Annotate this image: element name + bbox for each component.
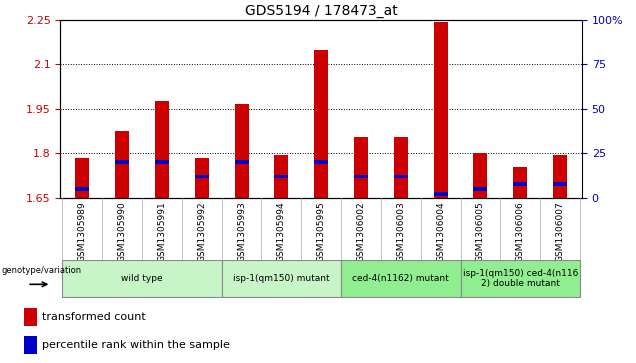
- Bar: [354, 137, 368, 198]
- Bar: [24, 308, 37, 326]
- Bar: [513, 182, 527, 185]
- Text: GSM1305989: GSM1305989: [78, 201, 87, 262]
- Bar: [115, 131, 129, 198]
- Bar: [115, 160, 129, 164]
- Bar: [553, 155, 567, 198]
- Bar: [274, 175, 288, 179]
- Text: GSM1305992: GSM1305992: [197, 201, 206, 262]
- Bar: [354, 175, 368, 179]
- Text: ced-4(n1162) mutant: ced-4(n1162) mutant: [352, 274, 449, 283]
- Bar: [195, 158, 209, 198]
- Bar: [473, 187, 487, 191]
- Text: GSM1305995: GSM1305995: [317, 201, 326, 262]
- Text: GSM1306006: GSM1306006: [516, 201, 525, 262]
- Bar: [434, 192, 448, 196]
- Bar: [460, 260, 580, 297]
- Text: transformed count: transformed count: [43, 312, 146, 322]
- Text: genotype/variation: genotype/variation: [1, 266, 81, 275]
- Text: GSM1306004: GSM1306004: [436, 201, 445, 262]
- Text: isp-1(qm150) ced-4(n116
2) double mutant: isp-1(qm150) ced-4(n116 2) double mutant: [462, 269, 578, 288]
- Text: GSM1306003: GSM1306003: [396, 201, 405, 262]
- Bar: [75, 187, 89, 191]
- Bar: [513, 167, 527, 198]
- Text: GSM1305994: GSM1305994: [277, 201, 286, 262]
- Bar: [274, 155, 288, 198]
- Text: GSM1306007: GSM1306007: [555, 201, 565, 262]
- Text: percentile rank within the sample: percentile rank within the sample: [43, 340, 230, 350]
- Text: isp-1(qm150) mutant: isp-1(qm150) mutant: [233, 274, 329, 283]
- Text: GSM1305993: GSM1305993: [237, 201, 246, 262]
- Bar: [195, 175, 209, 179]
- Bar: [75, 158, 89, 198]
- Bar: [394, 137, 408, 198]
- Bar: [235, 160, 249, 164]
- Text: GSM1306002: GSM1306002: [357, 201, 366, 262]
- Title: GDS5194 / 178473_at: GDS5194 / 178473_at: [245, 4, 398, 17]
- Bar: [24, 336, 37, 354]
- Bar: [222, 260, 341, 297]
- Bar: [235, 103, 249, 198]
- Bar: [62, 260, 222, 297]
- Bar: [434, 23, 448, 198]
- Text: wild type: wild type: [121, 274, 163, 283]
- Text: GSM1306005: GSM1306005: [476, 201, 485, 262]
- Bar: [394, 175, 408, 179]
- Bar: [314, 50, 328, 198]
- Bar: [473, 153, 487, 198]
- Bar: [553, 182, 567, 185]
- Bar: [155, 160, 169, 164]
- Text: GSM1305990: GSM1305990: [118, 201, 127, 262]
- Bar: [341, 260, 460, 297]
- Bar: [155, 101, 169, 198]
- Bar: [314, 160, 328, 164]
- Text: GSM1305991: GSM1305991: [158, 201, 167, 262]
